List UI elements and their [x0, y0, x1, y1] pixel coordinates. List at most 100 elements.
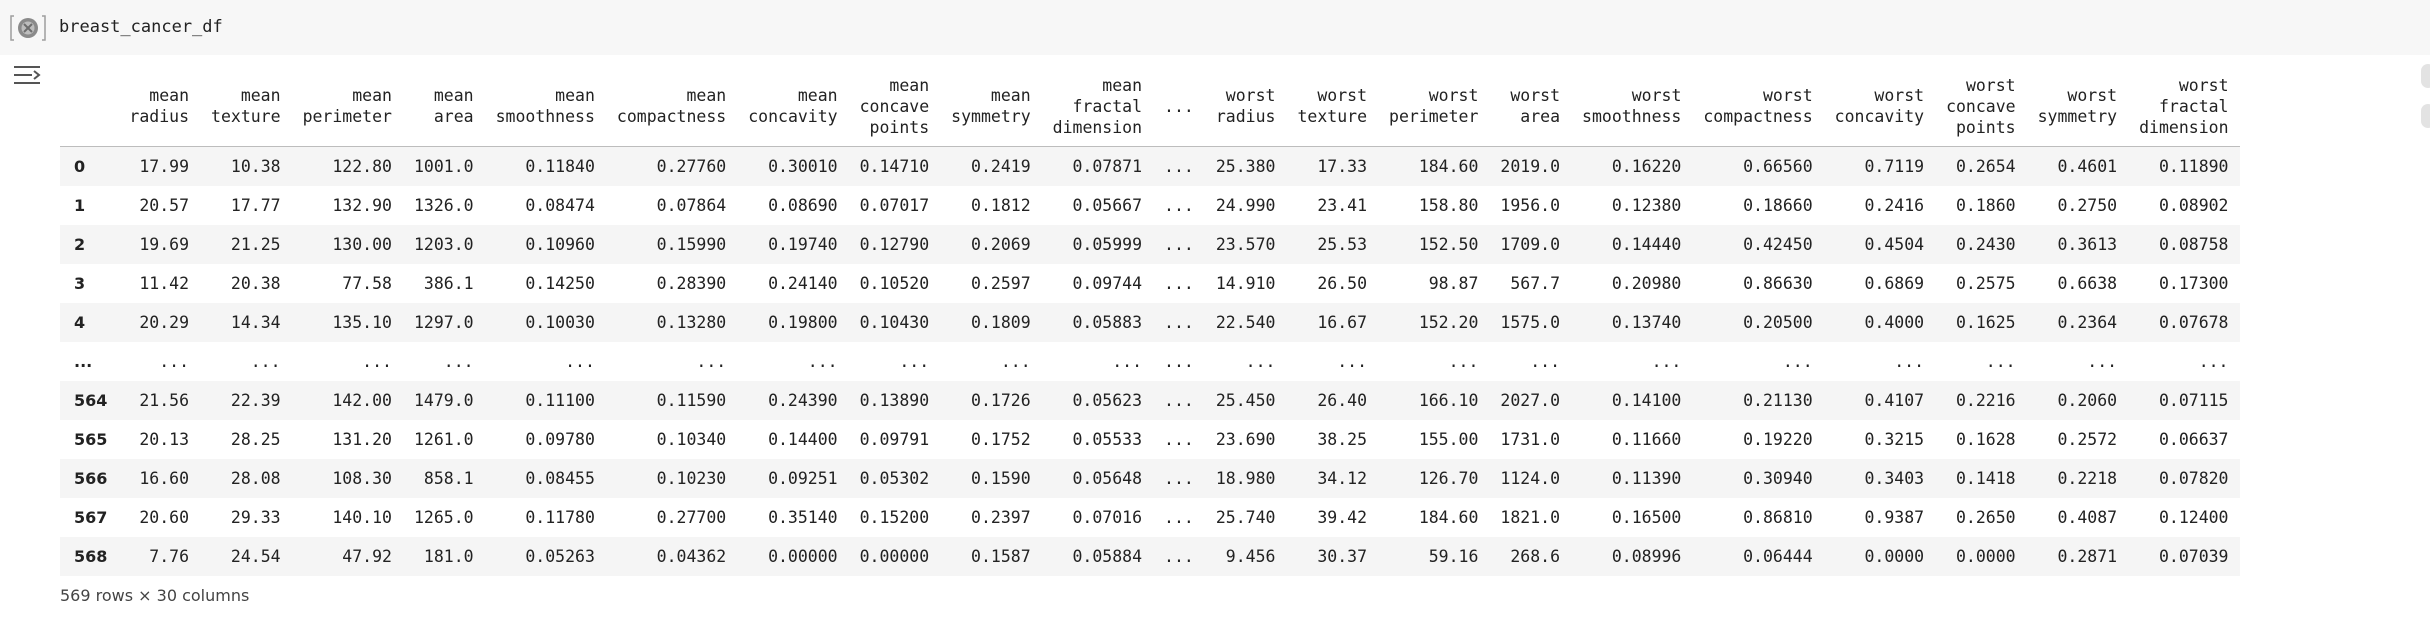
- table-cell: 152.20: [1418, 313, 1479, 332]
- table-cell: 1326.0: [413, 196, 474, 215]
- dataframe-table: mean radius mean texture mean perimeter mean ar…: [60, 66, 2240, 576]
- table-cell: 0.1809: [971, 313, 1031, 332]
- table-cell: 0.11590: [656, 391, 727, 410]
- table-cell: 152.50: [1418, 235, 1479, 254]
- code-text[interactable]: breast_cancer_df: [59, 17, 223, 37]
- table-cell: 0.2430: [1956, 235, 2016, 254]
- column-header-line: concavity: [1834, 107, 1925, 126]
- table-cell: 30.37: [1317, 547, 1368, 566]
- table-cell: 0.1752: [971, 430, 1031, 449]
- table-cell: 0.21130: [1743, 391, 1813, 410]
- table-cell: 1297.0: [413, 313, 474, 332]
- column-header: worst area: [1489, 66, 1571, 147]
- table-cell: 0.09251: [768, 469, 838, 488]
- table-row: 564 21.56 22.39 142.00 1479.0 0.11100 0.11590 0…: [60, 381, 2240, 420]
- table-cell: ...: [1985, 352, 2016, 371]
- table-cell: 0.0000: [1956, 547, 2016, 566]
- table-cell: ...: [1164, 235, 1194, 254]
- column-header: mean perimeter: [292, 66, 403, 147]
- table-cell: 0.9387: [1864, 508, 1925, 527]
- table-cell: 0.3613: [2057, 235, 2118, 254]
- table-cell: 34.12: [1317, 469, 1368, 488]
- table-cell: 0.2364: [2057, 313, 2118, 332]
- column-header-line: fractal: [2158, 96, 2229, 116]
- row-index: 4: [74, 313, 86, 332]
- column-header-line: perimeter: [302, 107, 392, 126]
- table-cell: ...: [1164, 196, 1194, 215]
- column-header: mean smoothness: [485, 66, 606, 147]
- table-cell: ...: [1000, 352, 1031, 371]
- column-header-line: worst: [1762, 86, 1813, 105]
- table-cell: 0.2216: [1956, 391, 2016, 410]
- table-cell: 7.76: [149, 547, 190, 566]
- output-toggle-button[interactable]: [6, 56, 50, 92]
- table-cell: 0.13280: [656, 313, 727, 332]
- column-header: mean symmetry: [940, 66, 1041, 147]
- table-cell: 0.1625: [1956, 313, 2016, 332]
- column-header: worst texture: [1286, 66, 1378, 147]
- table-cell: ...: [1164, 547, 1194, 566]
- column-header-line: concave: [1946, 96, 2016, 116]
- table-cell: 20.60: [139, 508, 190, 527]
- column-header-line: points: [869, 117, 930, 137]
- table-cell: 166.10: [1418, 391, 1479, 410]
- code-cell-input[interactable]: breast_cancer_df: [0, 0, 2430, 55]
- column-header-line: mean: [797, 86, 838, 105]
- run-cell-icon[interactable]: [8, 13, 48, 43]
- column-header: mean radius: [118, 66, 200, 147]
- column-header: mean compactness: [606, 66, 737, 147]
- header-row: mean radius mean texture mean perimeter mean ar…: [60, 66, 2240, 147]
- table-cell: 0.07016: [1072, 508, 1143, 527]
- column-header: mean texture: [200, 66, 292, 147]
- table-cell: 0.30010: [737, 146, 849, 186]
- table-cell: 1821.0: [1500, 508, 1561, 527]
- table-cell: 0.2575: [1956, 274, 2016, 293]
- table-cell: 0.27760: [605, 146, 738, 186]
- table-cell: 158.80: [1418, 196, 1479, 215]
- table-cell: 0.1860: [1956, 196, 2016, 215]
- table-cell: 0.2654: [1935, 146, 2027, 186]
- column-header: worst perimeter: [1378, 66, 1489, 147]
- table-cell: 25.53: [1317, 235, 1368, 254]
- row-index: 1: [74, 196, 86, 215]
- table-cell: 0.11840: [484, 146, 606, 186]
- column-header-line: worst: [1631, 86, 1682, 105]
- table-cell: 24.54: [230, 547, 281, 566]
- column-header: worst concave points: [1935, 66, 2027, 147]
- column-header-line: mean: [990, 86, 1031, 105]
- table-cell: 0.12790: [859, 235, 930, 254]
- table-cell: ...: [2087, 352, 2118, 371]
- table-cell: 17.77: [230, 196, 281, 215]
- table-cell: 0.11890: [2128, 146, 2240, 186]
- column-header-line: worst: [1874, 86, 1925, 105]
- table-cell: 0.14710: [848, 146, 941, 186]
- table-cell: ...: [1337, 352, 1368, 371]
- table-cell: 16.67: [1317, 313, 1368, 332]
- table-cell: 0.27700: [656, 508, 727, 527]
- column-header-line: symmetry: [951, 107, 1031, 126]
- table-cell: 0.11780: [525, 508, 595, 527]
- column-header-line: smoothness: [495, 107, 595, 126]
- column-header-line: worst: [1965, 75, 2016, 95]
- table-cell: ...: [1164, 274, 1194, 293]
- table-cell: 0.08758: [2158, 235, 2229, 254]
- table-cell: 0.1628: [1956, 430, 2016, 449]
- table-cell: 0.2218: [2057, 469, 2118, 488]
- table-cell: 131.20: [332, 430, 392, 449]
- column-header-line: mean: [149, 86, 190, 105]
- table-cell: 0.11390: [1611, 469, 1682, 488]
- table-cell: ...: [1530, 352, 1561, 371]
- column-header-line: dimension: [2139, 117, 2229, 137]
- table-cell: 0.24390: [768, 391, 838, 410]
- table-cell: ...: [899, 352, 930, 371]
- column-header-line: mean: [1102, 75, 1143, 95]
- column-header-line: mean: [686, 86, 727, 105]
- table-cell: 0.16500: [1611, 508, 1682, 527]
- table-cell: 0.14440: [1611, 235, 1682, 254]
- table-cell: 1265.0: [413, 508, 474, 527]
- column-header-line: worst: [1317, 86, 1368, 105]
- table-cell: ...: [250, 352, 281, 371]
- column-header-line: compactness: [1703, 107, 1813, 126]
- table-cell: ...: [565, 352, 595, 371]
- table-cell: 0.04362: [656, 547, 727, 566]
